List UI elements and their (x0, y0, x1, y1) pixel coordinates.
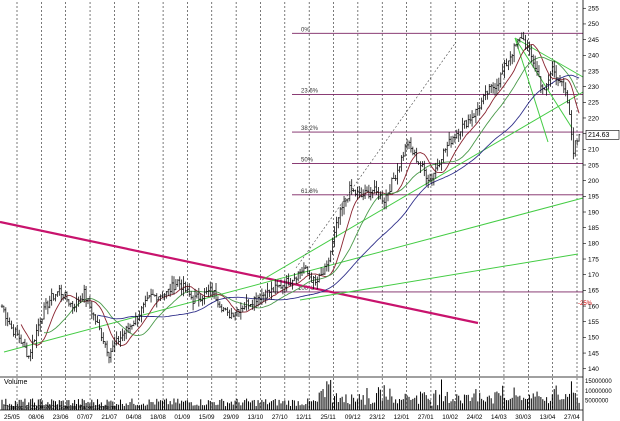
fan-line-1 (514, 37, 584, 78)
volume-tick-label: 5000000 (585, 399, 609, 405)
date-label: 07/07 (77, 414, 93, 421)
fibonacci-levels: 0% 23.6% 38.2% 50% 61.8% 100% -25% (265, 27, 593, 307)
last-price-tag: 214.63 (585, 130, 620, 140)
price-tick-label: 185 (588, 225, 599, 232)
fib-label: 0% (301, 27, 310, 33)
date-label: 24/02 (467, 414, 483, 421)
moving-average-medium (43, 56, 580, 336)
fib-label: 61.8% (301, 189, 319, 195)
price-tick-label: 230 (588, 84, 599, 91)
price-tick-label: 150 (588, 335, 599, 342)
date-label: 15/09 (199, 414, 215, 421)
fan-line-2 (514, 37, 573, 129)
price-tick-label: 225 (588, 100, 599, 107)
date-label: 30/03 (515, 414, 531, 421)
price-tick-label: 165 (588, 288, 599, 295)
trend-lines (0, 37, 584, 353)
volume-tick-label: 10000000 (585, 389, 612, 395)
date-label: 09/12 (345, 414, 361, 421)
price-tick-label: 255 (588, 6, 599, 13)
uptrend-line-steep (261, 91, 584, 281)
fib-label: 50% (301, 157, 314, 163)
volume-label: Volume (4, 379, 27, 386)
uptrend-line-long (3, 197, 584, 353)
price-tick-label: 145 (588, 350, 599, 357)
price-bars (0, 31, 581, 364)
price-tick-label: 210 (588, 147, 599, 154)
date-label: 08/06 (28, 414, 44, 421)
fib-label: 38.2% (301, 126, 319, 132)
last-price-box (585, 130, 620, 140)
date-label: 23/12 (369, 414, 385, 421)
price-tick-label: 175 (588, 256, 599, 263)
date-label: 13/04 (540, 414, 556, 421)
fib-extension-label: -25% (578, 301, 593, 307)
price-tick-label: 245 (588, 37, 599, 44)
date-axis: 25/05 08/06 23/06 07/07 21/07 04/08 18/08 01/09… (4, 414, 580, 421)
price-axis: 140 145 150 155 160 165 170 175 180 185 190 195 200 2… (583, 6, 599, 373)
price-tick-label: 190 (588, 209, 599, 216)
date-label: 01/09 (174, 414, 190, 421)
price-tick-label: 200 (588, 178, 599, 185)
fan-line-3 (514, 37, 549, 143)
volume-panel: Volume Trancog © 2000-2009 Screen Market… (1, 379, 612, 411)
fib-label: 23.6% (301, 88, 319, 94)
date-label: 25/11 (321, 414, 337, 421)
price-tick-label: 250 (588, 21, 599, 28)
vertical-grid (16, 2, 578, 410)
date-label: 23/06 (53, 414, 69, 421)
last-price-label: 214.63 (588, 132, 610, 139)
price-tick-label: 170 (588, 272, 599, 279)
uptrend-line-lower (299, 253, 579, 301)
date-label: 12/11 (296, 414, 312, 421)
date-label: 21/07 (101, 414, 117, 421)
date-label: 27/10 (272, 414, 288, 421)
date-label: 29/09 (223, 414, 239, 421)
downtrend-line (0, 220, 479, 325)
date-label: 10/02 (442, 414, 458, 421)
price-tick-label: 155 (588, 319, 599, 326)
dashed-channel-line (295, 41, 457, 269)
volume-tick-label: 15000000 (585, 379, 612, 385)
date-label: 04/08 (126, 414, 142, 421)
price-tick-label: 160 (588, 303, 599, 310)
date-label: 25/05 (4, 414, 20, 421)
price-tick-label: 140 (588, 366, 599, 373)
fib-label: 100% (298, 286, 314, 292)
date-label: 12/01 (394, 414, 410, 421)
date-label: 27/04 (564, 414, 580, 421)
price-tick-label: 195 (588, 194, 599, 201)
price-tick-label: 205 (588, 162, 599, 169)
price-tick-label: 180 (588, 241, 599, 248)
moving-average-slow (97, 74, 580, 320)
moving-average-fast (20, 44, 580, 346)
price-tick-label: 220 (588, 115, 599, 122)
date-label: 14/03 (491, 414, 507, 421)
date-label: 18/08 (150, 414, 166, 421)
price-tick-label: 235 (588, 68, 599, 75)
date-label: 13/10 (247, 414, 263, 421)
price-tick-label: 240 (588, 53, 599, 60)
date-label: 27/01 (418, 414, 434, 421)
